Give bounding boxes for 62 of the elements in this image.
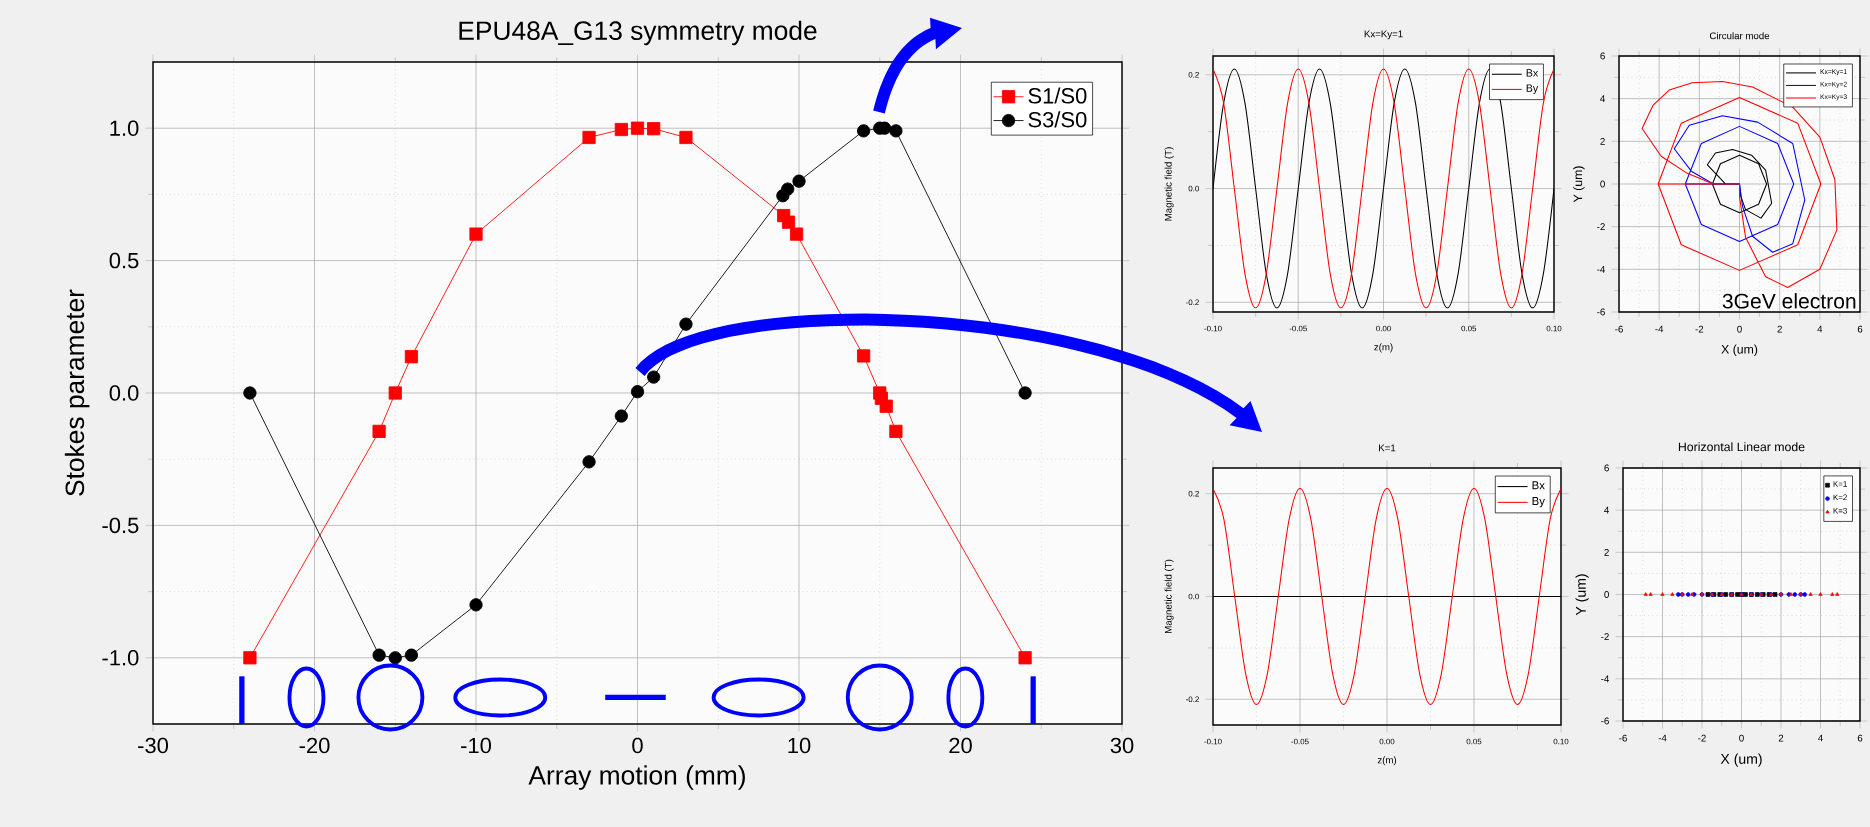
y-tick-label: 4 [1604, 506, 1610, 514]
x-tick-label: 20 [949, 737, 972, 754]
y-tick-label: 2 [1604, 548, 1609, 556]
y-axis-title: Magnetic field (T) [1164, 559, 1174, 634]
y-tick-label: -2 [1597, 223, 1605, 231]
y-tick-label: -6 [1597, 308, 1605, 316]
chart-title: EPU48A_G13 symmetry mode [459, 20, 817, 46]
chart-title: Horizontal Linear mode [1678, 442, 1805, 452]
x-tick-label: 6 [1857, 734, 1863, 742]
annotation: 3GeV electron [1722, 293, 1856, 309]
x-tick-label: -4 [1655, 325, 1664, 333]
legend-label: By [1532, 497, 1545, 508]
y-axis-title: Magnetic field (T) [1164, 147, 1174, 221]
y-tick-label: 0 [1604, 591, 1609, 598]
y-axis-title: Y (um) [1575, 574, 1589, 616]
x-tick-label: 0 [1739, 734, 1744, 742]
chart-title: K=1 [1379, 444, 1396, 452]
x-axis-title: X (um) [1721, 344, 1758, 357]
y-tick-label: -6 [1601, 717, 1609, 725]
x-axis-title: X (um) [1720, 753, 1762, 767]
x-tick-label: 6 [1857, 325, 1863, 333]
y-tick-label: 6 [1604, 464, 1609, 472]
x-tick-label: 0 [632, 737, 643, 754]
y-tick-label: 0.0 [109, 385, 139, 401]
y-tick-label: 0.5 [109, 252, 139, 269]
y-tick-label: 1.0 [110, 120, 139, 136]
y-tick-label: -1.0 [102, 650, 139, 666]
chart-title: Circular mode [1709, 32, 1770, 40]
y-tick-label: -2 [1601, 633, 1609, 641]
x-tick-label: -30 [138, 737, 169, 754]
x-tick-label: 30 [1110, 737, 1134, 754]
x-tick-label: -6 [1619, 734, 1627, 742]
x-axis-title: Array motion (mm) [528, 765, 745, 790]
legend-label: By [1526, 84, 1539, 94]
x-tick-label: -2 [1695, 325, 1704, 333]
y-tick-label: 2 [1600, 137, 1605, 145]
x-tick-label: -20 [299, 737, 330, 754]
y-tick-label: -4 [1601, 675, 1610, 683]
y-tick-label: 0 [1600, 180, 1605, 188]
x-tick-label: 2 [1777, 325, 1782, 333]
y-tick-label: -0.5 [102, 517, 139, 534]
x-tick-label: 4 [1817, 325, 1823, 333]
y-tick-label: 6 [1600, 52, 1605, 60]
x-axis-title: z(m) [1377, 756, 1397, 766]
x-tick-label: 2 [1778, 734, 1784, 742]
legend-label: Bx [1532, 481, 1545, 490]
legend-label: S3/S0 [1028, 111, 1087, 128]
x-tick-label: 10 [788, 737, 811, 754]
x-tick-label: -6 [1615, 325, 1623, 333]
y-tick-label: 4 [1600, 95, 1606, 102]
x-tick-label: 0 [1737, 325, 1742, 333]
legend-label: Bx [1526, 69, 1539, 77]
y-axis-title: Y (um) [1573, 166, 1585, 203]
chart-title: Kx=Ky=1 [1364, 30, 1403, 40]
x-tick-label: -10 [461, 737, 492, 754]
x-axis-title: z(m) [1374, 343, 1393, 353]
x-tick-label: 4 [1818, 734, 1823, 742]
legend-label: S1/S0 [1028, 87, 1087, 104]
x-tick-label: -4 [1658, 734, 1667, 742]
y-tick-label: -4 [1597, 266, 1606, 273]
y-axis-title: Stokes parameter [64, 289, 90, 496]
x-tick-label: -2 [1698, 734, 1706, 742]
